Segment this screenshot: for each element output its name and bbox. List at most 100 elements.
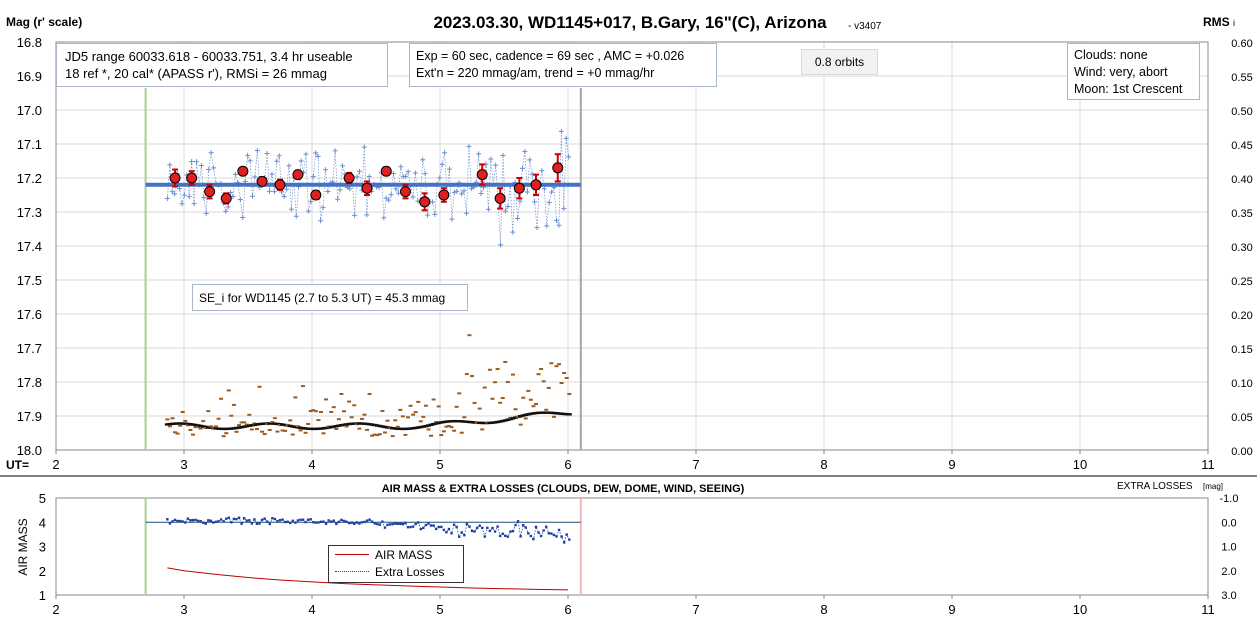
y-tick-label-right: 0.45 <box>1231 140 1252 152</box>
rms-brown-point <box>221 435 226 438</box>
binned-point <box>530 179 542 191</box>
raw-point <box>335 196 341 202</box>
losses-point <box>419 527 422 531</box>
binned-point <box>361 182 373 194</box>
losses-point <box>199 520 202 523</box>
rms-black-point <box>553 412 559 415</box>
rms-black-point <box>492 421 498 424</box>
rms-black-point <box>267 422 273 425</box>
upper-gridlines <box>56 42 1208 450</box>
raw-point <box>478 190 484 196</box>
rms-brown-point <box>477 407 482 410</box>
rms-brown-point <box>559 382 564 385</box>
losses-point <box>271 517 274 520</box>
losses-point <box>542 529 545 532</box>
rms-brown-point <box>226 389 231 392</box>
losses-point <box>232 517 236 521</box>
raw-point <box>245 152 251 158</box>
rms-series <box>164 334 572 438</box>
rms-brown-point <box>318 411 323 414</box>
losses-point <box>186 517 190 520</box>
losses-point <box>291 519 294 522</box>
y-tick-label-right: 0.00 <box>1231 446 1252 458</box>
raw-point <box>386 197 392 203</box>
rms-brown-point <box>426 428 431 431</box>
rms-black-point <box>269 422 275 425</box>
y-tick-label-left: 17.8 <box>17 375 42 390</box>
losses-point <box>465 522 469 526</box>
rms-black-point <box>326 426 332 429</box>
losses-point <box>296 519 300 522</box>
rms-brown-point <box>362 413 367 416</box>
y-tick-label-left: 17.6 <box>17 307 42 322</box>
rms-black-point <box>198 424 204 428</box>
raw-point <box>164 195 170 201</box>
rms-brown-point <box>413 411 418 414</box>
rms-black-point <box>369 423 375 426</box>
rms-brown-point <box>549 362 554 365</box>
rms-black-point <box>272 422 278 425</box>
losses-point <box>445 531 448 534</box>
info-box-2-line-2: Ext'n = 220 mmag/am, trend = +0 mmag/hr <box>416 66 655 80</box>
losses-point <box>278 518 282 522</box>
losses-point <box>516 520 520 523</box>
rms-brown-point <box>260 430 265 433</box>
binned-point <box>169 172 181 184</box>
y-tick-label-left: 16.8 <box>17 35 42 50</box>
rms-brown-point <box>239 421 244 424</box>
rms-brown-point <box>262 433 267 436</box>
rms-brown-point <box>431 398 436 401</box>
rms-black-point <box>213 427 219 430</box>
rms-brown-point <box>344 425 349 428</box>
rms-black-point <box>195 424 201 427</box>
raw-point <box>459 191 465 197</box>
rms-brown-point <box>242 421 247 424</box>
conditions-line-3: Moon: 1st Crescent <box>1074 82 1183 96</box>
raw-point <box>194 159 200 165</box>
x-tick-label: 7 <box>692 457 699 472</box>
y-tick-label-right: 0.55 <box>1231 72 1252 84</box>
lower-x-tick-label: 11 <box>1201 602 1215 617</box>
losses-point <box>409 525 412 529</box>
rms-brown-point <box>503 360 508 363</box>
binned-point <box>399 186 411 198</box>
rms-brown-point <box>173 431 178 434</box>
losses-point <box>322 520 325 523</box>
rms-brown-point <box>518 423 523 426</box>
rms-black-point <box>495 420 501 424</box>
rms-black-point <box>254 423 260 426</box>
lower-y-ticks-right: -1.0 0.0 1.0 2.0 3.0 <box>1220 493 1239 602</box>
rms-brown-point <box>265 423 270 426</box>
rms-black-point <box>472 421 478 424</box>
losses-point <box>404 521 407 525</box>
rms-black-point <box>477 421 483 425</box>
rms-black-point <box>505 418 511 421</box>
rms-black-point <box>556 412 562 415</box>
losses-point <box>417 521 420 524</box>
rms-brown-point <box>523 417 528 420</box>
losses-point <box>191 519 195 522</box>
rms-brown-point <box>521 396 526 399</box>
losses-point <box>537 531 540 534</box>
raw-point <box>284 186 290 192</box>
rms-black-point <box>523 413 529 417</box>
legend-airmass-label: AIR MASS <box>375 547 433 562</box>
rms-black-point <box>346 422 352 426</box>
losses-point <box>509 530 512 533</box>
rms-black-point <box>175 422 181 425</box>
rms-black-point <box>180 422 186 425</box>
rms-black-point <box>259 422 265 426</box>
rms-black-point <box>351 422 357 425</box>
raw-point <box>308 198 314 204</box>
raw-point <box>225 204 231 210</box>
rms-brown-point <box>357 427 362 430</box>
rms-black-point <box>536 411 542 415</box>
raw-point <box>191 201 197 207</box>
rms-black-point <box>546 411 552 414</box>
raw-point <box>461 188 467 194</box>
losses-point <box>514 523 517 527</box>
losses-point <box>196 519 200 523</box>
lower-start-end-markers <box>144 498 582 595</box>
rms-black-point <box>310 427 316 431</box>
raw-point <box>566 154 572 160</box>
